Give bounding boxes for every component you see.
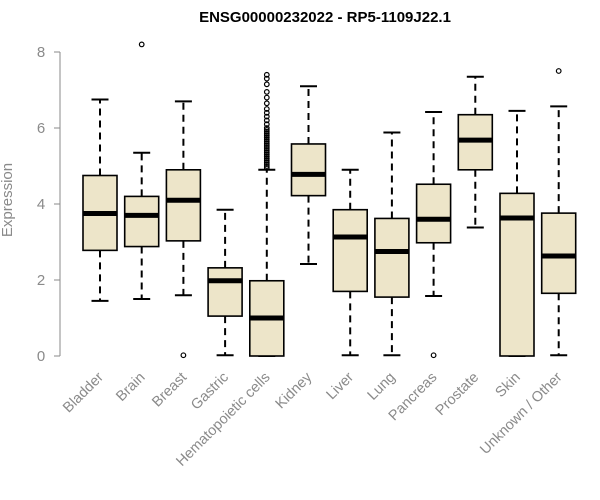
y-tick-label: 6	[37, 120, 45, 137]
outlier-point	[263, 164, 270, 171]
outlier-point	[263, 88, 270, 95]
outlier-point	[263, 71, 270, 78]
iqr-box	[332, 208, 369, 293]
box-series	[82, 41, 577, 359]
outlier-point	[263, 130, 270, 137]
y-tick-label: 2	[37, 272, 45, 289]
x-category-label: Lung	[365, 370, 399, 404]
box-brain	[123, 41, 160, 300]
outlier-point	[263, 100, 270, 107]
iqr-box	[540, 212, 577, 295]
outlier-point	[263, 161, 270, 168]
y-tick-label: 4	[37, 196, 45, 213]
box-skin	[499, 109, 535, 357]
box-lung	[374, 131, 410, 357]
outlier-point	[263, 151, 270, 158]
box-gastric	[207, 208, 243, 357]
outlier-point	[263, 142, 270, 149]
iqr-box	[290, 143, 327, 197]
box-prostate	[457, 75, 494, 229]
outlier-point	[263, 132, 270, 139]
outlier-point	[555, 68, 562, 74]
outlier-point	[263, 117, 270, 124]
outlier-point	[263, 138, 270, 145]
outlier-point	[180, 352, 187, 359]
y-axis-label: Expression	[0, 163, 16, 237]
outlier-point	[263, 157, 270, 164]
outlier-point	[263, 163, 270, 169]
x-category-label: Liver	[323, 369, 357, 403]
box-liver	[332, 168, 369, 357]
box-hematopoietic-cells	[249, 71, 285, 357]
iqr-box	[207, 267, 243, 317]
outlier-point	[263, 106, 270, 112]
outlier-point	[263, 153, 270, 160]
box-pancreas	[415, 111, 452, 359]
x-category-label: Skin	[493, 370, 524, 401]
outlier-point	[263, 149, 270, 156]
outlier-point	[263, 134, 270, 141]
outlier-point	[263, 144, 270, 150]
outlier-point	[263, 126, 270, 133]
outlier-point	[138, 41, 145, 48]
x-category-label: Prostate	[433, 370, 482, 419]
outlier-point	[263, 121, 270, 128]
outlier-point	[263, 145, 270, 152]
outlier-point	[263, 147, 270, 154]
outlier-point	[263, 159, 270, 166]
iqr-box	[123, 195, 160, 248]
y-axis: 0 2 4 6 8	[37, 44, 61, 365]
box-bladder	[82, 98, 118, 302]
outlier-point	[263, 125, 270, 131]
iqr-box	[374, 217, 410, 298]
outlier-point	[263, 81, 270, 88]
chart-title: ENSG00000232022 - RP5-1109J22.1	[199, 9, 451, 26]
y-tick-label: 0	[37, 348, 45, 365]
y-tick-label: 8	[37, 44, 45, 61]
x-category-label: Kidney	[273, 369, 316, 412]
box-kidney	[290, 85, 327, 266]
x-category-label: Brain	[113, 370, 148, 405]
iqr-box	[415, 183, 452, 244]
outlier-point	[263, 109, 270, 116]
outlier-point	[430, 352, 437, 359]
box-unknown-other	[540, 68, 577, 357]
iqr-box	[165, 169, 202, 242]
outlier-point	[263, 155, 270, 162]
outlier-point	[263, 94, 270, 101]
x-category-label: Bladder	[60, 369, 107, 416]
outlier-point	[263, 140, 270, 147]
outlier-point	[263, 128, 270, 135]
x-category-label: Breast	[149, 370, 190, 411]
box-breast	[165, 100, 202, 359]
outlier-point	[263, 136, 270, 143]
outlier-point	[263, 75, 270, 82]
outlier-point	[263, 113, 270, 120]
